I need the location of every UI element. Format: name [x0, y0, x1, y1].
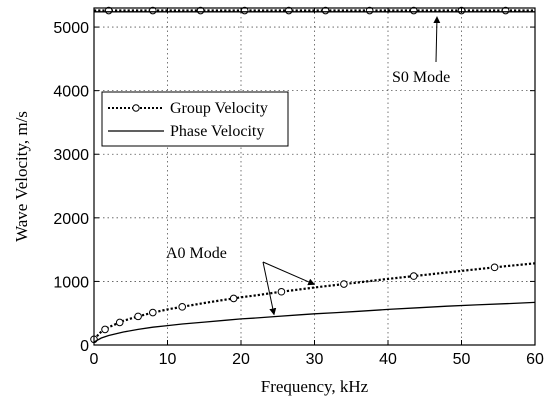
data-point-a0-group-velocity: [178, 303, 186, 311]
annotation-s0-mode: S0 Mode: [392, 69, 450, 86]
legend-label-phase-velocity: Phase Velocity: [170, 123, 264, 140]
annotations: S0 Mode A0 Mode: [166, 16, 450, 316]
x-tick-label: 60: [526, 351, 544, 368]
y-tick-label: 1000: [53, 274, 89, 291]
y-tick-label: 0: [80, 338, 89, 355]
data-point-a0-group-velocity: [101, 325, 109, 334]
x-tick-label: 50: [453, 351, 471, 368]
grid: [94, 8, 535, 345]
y-tick-label: 3000: [53, 147, 89, 164]
series-line-a0-phase-velocity: [93, 301, 536, 343]
legend-label-group-velocity: Group Velocity: [170, 100, 268, 117]
x-tick-label: 40: [379, 351, 397, 368]
series-line-a0-group-velocity: [93, 262, 536, 341]
annotation-arrows: [262, 16, 441, 316]
data-point-a0-group-velocity: [340, 280, 348, 288]
data-point-a0-group-velocity: [115, 318, 124, 327]
x-tick-label: 0: [90, 351, 99, 368]
data-point-a0-group-velocity: [229, 294, 238, 303]
data-point-a0-group-velocity: [134, 312, 142, 321]
data-point-a0-group-velocity: [490, 263, 499, 272]
ticks-layer: 0 10 20 30 40 50 60 0 1000 2000 3000 4000 5000: [53, 8, 544, 368]
annotation-a0-mode: A0 Mode: [166, 245, 227, 262]
data-point-a0-group-velocity: [149, 308, 157, 317]
plot-frame: [93, 7, 536, 346]
s0-arrow: [433, 16, 441, 63]
y-tick-label: 4000: [53, 84, 89, 101]
series-layer: [90, 6, 536, 344]
legend-marker-group-velocity: [132, 104, 140, 112]
x-tick-label: 10: [159, 351, 177, 368]
y-tick-label: 5000: [53, 20, 89, 37]
x-axis-label: Frequency, kHz: [261, 377, 369, 396]
data-point-a0-group-velocity: [409, 272, 418, 280]
a0-group-arrow: [262, 261, 316, 286]
data-point-a0-group-velocity: [277, 287, 286, 296]
legend-box: [101, 91, 289, 147]
y-axis-label: Wave Velocity, m/s: [12, 111, 31, 242]
x-tick-label: 20: [232, 351, 250, 368]
y-tick-label: 2000: [53, 211, 89, 228]
legend: Group Velocity Phase Velocity: [101, 91, 289, 147]
x-tick-label: 30: [306, 351, 324, 368]
a0-phase-arrow: [262, 261, 277, 316]
